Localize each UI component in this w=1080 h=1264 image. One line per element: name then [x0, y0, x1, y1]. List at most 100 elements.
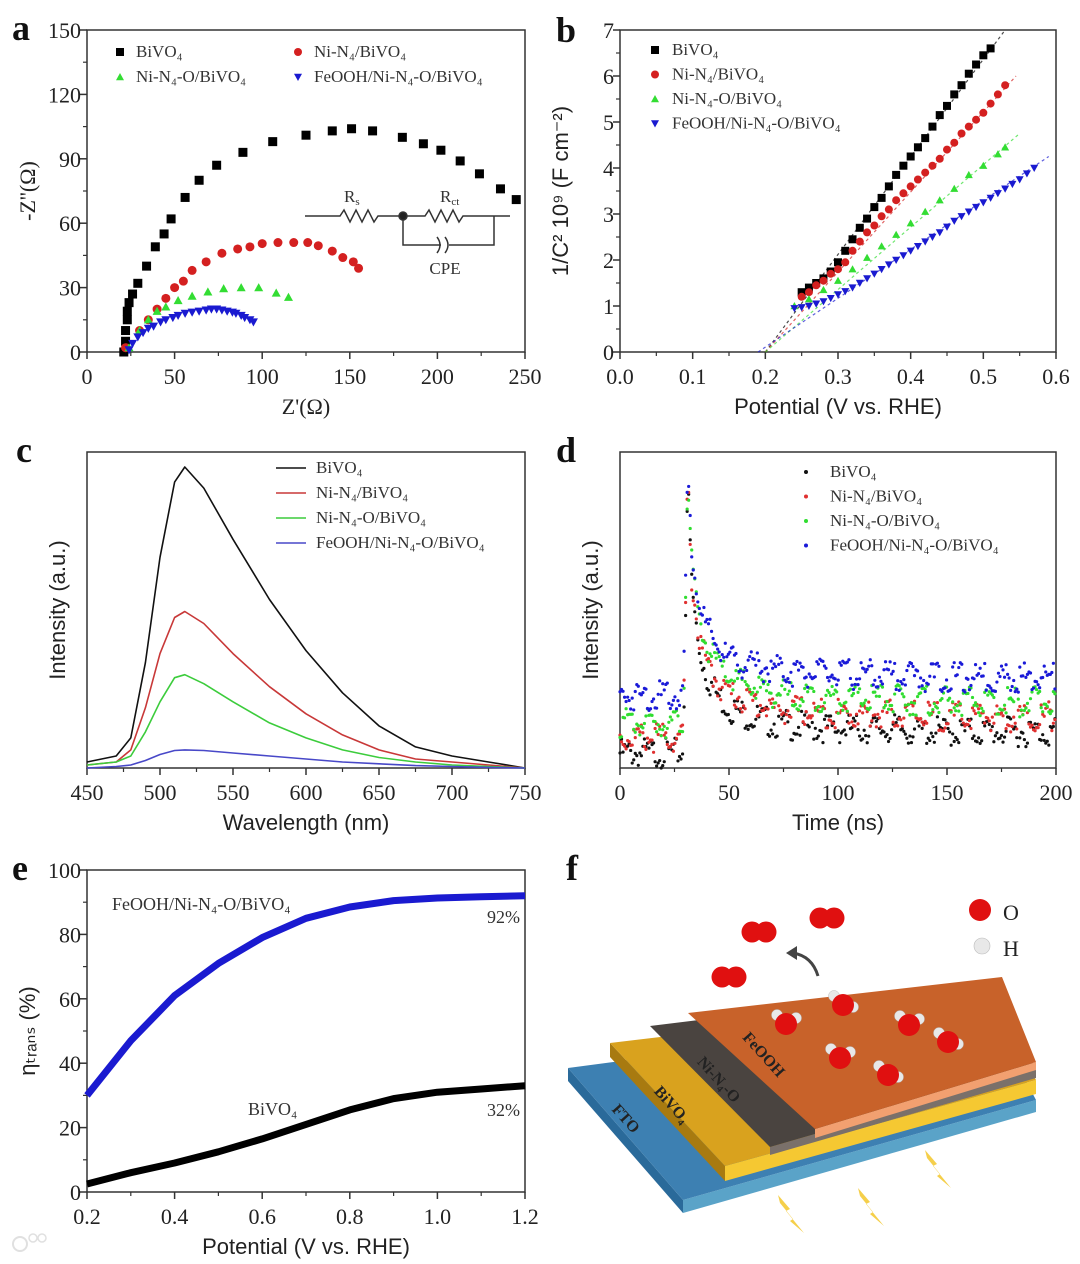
data-point — [719, 658, 723, 663]
data-point — [986, 194, 995, 202]
data-point — [892, 170, 901, 179]
data-point — [777, 714, 781, 718]
rct-label: Rct — [440, 187, 459, 208]
data-point — [1013, 690, 1017, 694]
x-axis-label: Z'(Ω) — [282, 394, 330, 419]
data-point — [862, 701, 866, 705]
watermark-icon — [28, 1233, 38, 1243]
data-point — [764, 666, 769, 670]
data-point — [900, 682, 904, 686]
data-point — [911, 704, 915, 708]
data-point — [775, 653, 779, 658]
data-point — [795, 695, 799, 699]
legend-label: Ni-N₄-O/BiVO₄ — [316, 508, 426, 527]
data-point — [173, 311, 183, 321]
data-point — [983, 724, 987, 728]
legend-label: BiVO₄ — [136, 42, 183, 61]
series-line — [86, 466, 526, 769]
data-point — [925, 721, 929, 725]
data-point — [925, 741, 929, 745]
data-point — [917, 724, 921, 728]
legend-label: FeOOH/Ni-N₄-O/BiVO₄ — [672, 114, 841, 133]
data-point — [1041, 733, 1045, 737]
data-point — [880, 685, 885, 689]
data-point — [867, 664, 871, 668]
legend-entry: BiVO₄ — [651, 40, 719, 59]
data-point — [1002, 675, 1007, 679]
data-point — [1041, 675, 1045, 680]
data-point — [810, 686, 814, 690]
data-point — [822, 664, 827, 668]
data-point — [684, 613, 688, 618]
data-point — [731, 681, 735, 686]
data-point — [618, 690, 622, 694]
data-point — [1044, 670, 1048, 674]
data-point — [717, 687, 721, 691]
equivalent-circuit-inset — [305, 208, 510, 254]
data-point — [972, 115, 981, 124]
data-point — [709, 663, 714, 667]
data-point — [981, 709, 985, 713]
data-point — [685, 509, 689, 513]
data-point — [891, 669, 895, 673]
data-point — [986, 99, 995, 108]
data-point — [857, 709, 862, 713]
data-point — [699, 661, 703, 665]
data-point — [851, 716, 856, 720]
data-point — [911, 735, 915, 739]
x-tick-label: 0.0 — [606, 364, 634, 389]
data-point — [717, 655, 721, 659]
data-point — [902, 695, 906, 699]
data-point — [694, 592, 698, 596]
data-point — [1001, 740, 1005, 744]
data-point — [1001, 668, 1005, 672]
data-point — [1030, 723, 1034, 727]
oxygen-atom — [725, 966, 747, 988]
data-point — [774, 664, 778, 669]
data-point — [902, 716, 906, 720]
x-tick-label: 100 — [822, 780, 855, 805]
data-point — [780, 717, 784, 721]
data-point — [630, 761, 634, 765]
light-bolt-icon — [925, 1150, 951, 1188]
data-point — [952, 739, 956, 744]
data-point — [886, 707, 891, 711]
data-point — [786, 709, 790, 713]
data-point — [884, 182, 893, 191]
data-point — [992, 740, 996, 744]
data-point — [935, 701, 940, 705]
y-tick-label: 7 — [603, 18, 614, 43]
data-point — [886, 668, 891, 672]
data-point — [1002, 703, 1007, 707]
data-point — [397, 132, 407, 142]
data-point — [676, 714, 680, 718]
data-point — [690, 588, 694, 592]
x-tick-label: 750 — [509, 780, 542, 805]
data-point — [159, 229, 169, 239]
data-point — [760, 669, 764, 673]
data-point — [821, 707, 825, 711]
data-point — [271, 288, 281, 297]
data-point — [673, 695, 677, 699]
data-point — [880, 709, 885, 713]
data-point — [294, 48, 302, 56]
data-point — [963, 690, 967, 694]
series-line — [86, 1082, 526, 1188]
legend-entry: Ni-N₄-O/BiVO₄ — [651, 89, 782, 108]
data-point — [951, 700, 955, 704]
data-point — [865, 741, 869, 745]
data-point — [688, 526, 692, 531]
data-point — [696, 636, 700, 640]
legend-marker — [804, 519, 808, 523]
data-point — [977, 707, 981, 711]
data-point — [248, 318, 258, 327]
data-point — [847, 658, 851, 662]
data-point — [992, 721, 996, 725]
data-point — [973, 711, 978, 716]
watermark-icon — [37, 1233, 47, 1243]
data-point — [121, 326, 131, 336]
data-point — [786, 720, 790, 724]
data-point — [981, 674, 985, 678]
data-point — [1047, 700, 1051, 704]
data-point — [877, 675, 882, 679]
